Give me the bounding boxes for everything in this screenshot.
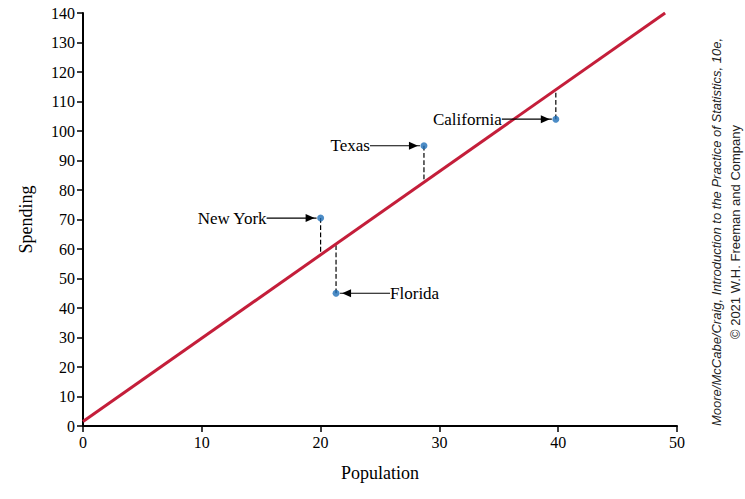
svg-text:50: 50 [669,434,685,451]
svg-text:California: California [433,110,502,129]
svg-text:Florida: Florida [390,284,440,303]
svg-text:110: 110 [52,93,75,110]
svg-text:40: 40 [550,434,566,451]
svg-text:140: 140 [51,5,75,22]
svg-text:80: 80 [59,182,75,199]
svg-text:40: 40 [59,300,75,317]
svg-text:30: 30 [59,329,75,346]
svg-text:0: 0 [79,434,87,451]
svg-text:20: 20 [59,359,75,376]
svg-text:70: 70 [59,211,75,228]
svg-text:60: 60 [59,241,75,258]
svg-text:New York: New York [198,209,267,228]
svg-text:30: 30 [431,434,447,451]
svg-text:Spending: Spending [16,185,36,253]
svg-text:0: 0 [67,418,75,435]
svg-text:20: 20 [313,434,329,451]
svg-text:Moore/McCabe/Craig, Introducti: Moore/McCabe/Craig, Introduction to the … [709,38,724,426]
svg-text:Texas: Texas [331,136,370,155]
svg-text:Population: Population [341,463,419,483]
svg-text:© 2021 W.H. Freeman and Compan: © 2021 W.H. Freeman and Company [728,124,743,339]
svg-text:10: 10 [59,388,75,405]
svg-text:90: 90 [59,152,75,169]
svg-text:100: 100 [51,123,75,140]
svg-text:10: 10 [194,434,210,451]
svg-text:50: 50 [59,270,75,287]
svg-text:130: 130 [51,34,75,51]
svg-text:120: 120 [51,64,75,81]
